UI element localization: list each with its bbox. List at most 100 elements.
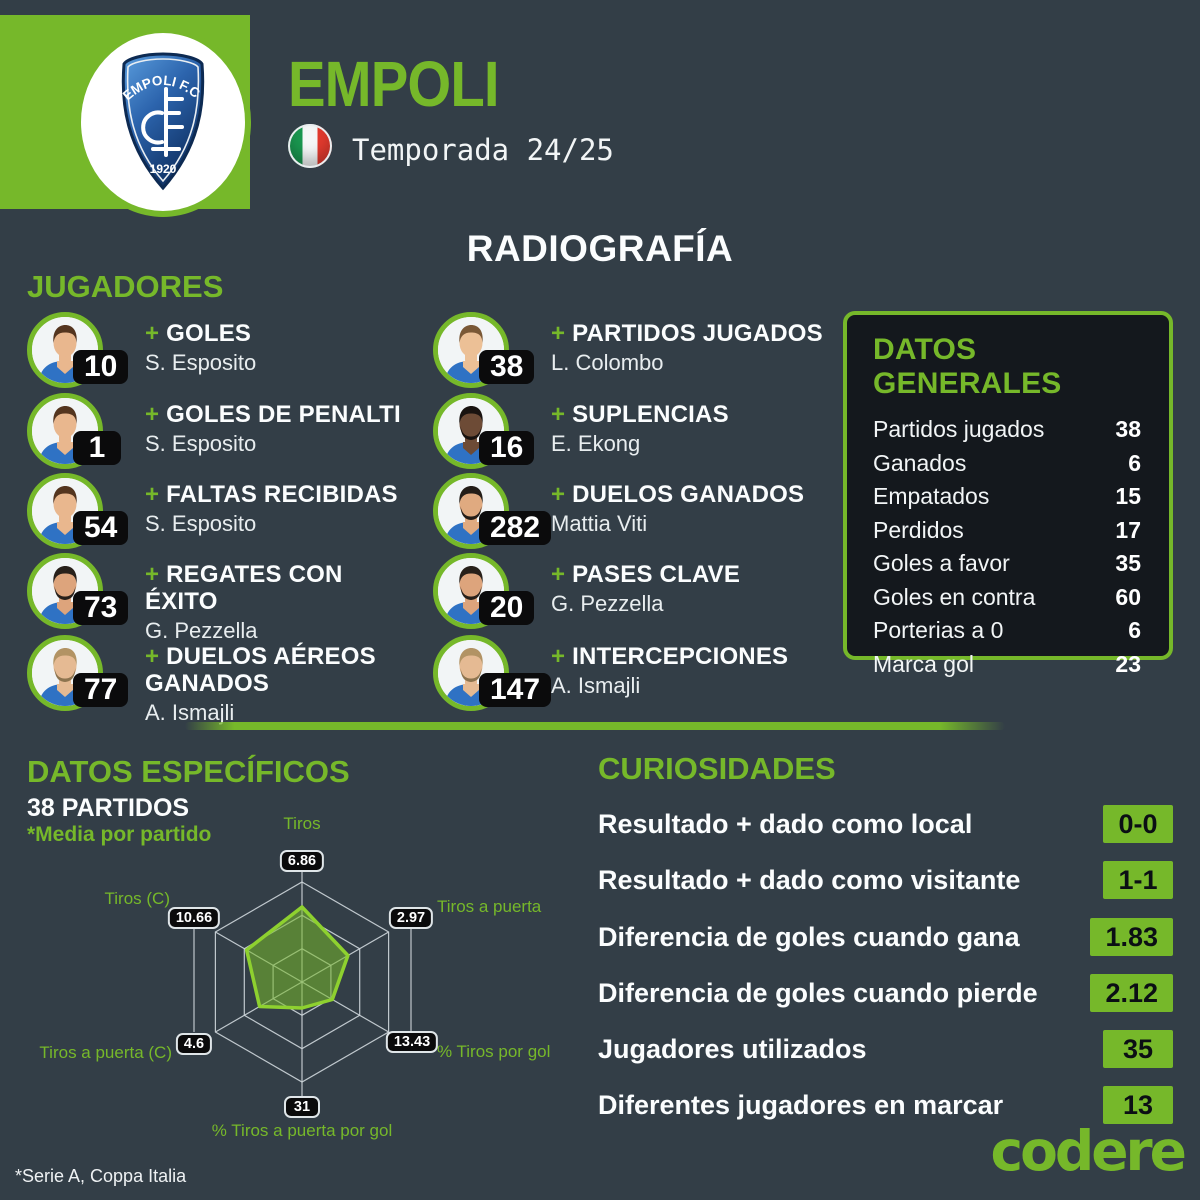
player-stat-row: 147 + INTERCEPCIONES A. Ismajli [433, 635, 828, 721]
stat-label-text: REGATES CON ÉXITO [145, 561, 343, 615]
curiosity-label: Resultado + dado como visitante [598, 865, 1021, 895]
curiosity-value-badge: 1-1 [1103, 861, 1173, 899]
curiosity-label: Diferencia de goles cuando gana [598, 922, 1020, 952]
player-stat-row: 1 + GOLES DE PENALTI S. Esposito [27, 393, 422, 479]
crest-year: 1920 [150, 162, 177, 176]
page-title: RADIOGRAFÍA [466, 228, 734, 269]
stat-value-badge: 1 [73, 431, 121, 465]
stat-value-badge: 38 [479, 350, 535, 384]
player-name: Mattia Viti [551, 511, 648, 536]
curiosity-label: Diferencia de goles cuando pierde [598, 978, 1038, 1008]
stat-label: + INTERCEPCIONES [551, 643, 827, 670]
empoli-crest-icon: EMPOLI F.C. 1920 [113, 51, 205, 191]
plus-icon: + [145, 401, 160, 428]
row-label: Empatados [873, 483, 990, 509]
row-value: 38 [1115, 416, 1141, 442]
specific-data-title: DATOS ESPECÍFICOS [27, 754, 350, 789]
player-stat-row: 77 + DUELOS AÉREOS GANADOS A. Ismajli [27, 635, 422, 725]
team-logo: EMPOLI F.C. 1920 [75, 27, 251, 217]
general-data-row: Perdidos 17 [873, 514, 1141, 548]
curiosity-value-badge: 0-0 [1103, 805, 1173, 843]
stat-label-text: DUELOS GANADOS [572, 481, 805, 508]
player-stat-row: 20 + PASES CLAVE G. Pezzella [433, 553, 828, 639]
radar-axis-label: % Tiros a puerta por gol [211, 1121, 393, 1140]
radar-axis-label: Tiros (C) [104, 889, 170, 908]
player-name: A. Ismajli [551, 673, 641, 698]
player-stat-row: 282 + DUELOS GANADOS Mattia Viti [433, 473, 828, 559]
stat-label: + DUELOS GANADOS [551, 481, 827, 508]
plus-icon: + [145, 643, 160, 670]
stat-label: + SUPLENCIAS [551, 401, 827, 428]
player-stat-row: 38 + PARTIDOS JUGADOS L. Colombo [433, 312, 828, 398]
curiosity-row: Diferencia de goles cuando pierde 2.12 [598, 974, 1175, 1012]
stat-value-badge: 77 [73, 673, 129, 707]
player-stat-row: 73 + REGATES CON ÉXITO G. Pezzella [27, 553, 422, 643]
stat-text: + PASES CLAVE G. Pezzella [551, 561, 827, 617]
plus-icon: + [551, 320, 566, 347]
curiosity-row: Resultado + dado como local 0-0 [598, 805, 1175, 843]
general-data-row: Marca gol 23 [873, 648, 1141, 682]
stat-label-text: GOLES DE PENALTI [166, 401, 401, 428]
player-name: G. Pezzella [145, 618, 258, 643]
row-value: 6 [1128, 617, 1141, 643]
curiosity-row: Diferentes jugadores en marcar 13 [598, 1086, 1175, 1124]
general-data-row: Goles en contra 60 [873, 581, 1141, 615]
stat-label-text: DUELOS AÉREOS GANADOS [145, 643, 376, 697]
plus-icon: + [145, 481, 160, 508]
general-data-row: Ganados 6 [873, 447, 1141, 481]
radar-value-badge: 4.6 [175, 1033, 213, 1055]
row-value: 6 [1128, 449, 1141, 476]
stat-label: + FALTAS RECIBIDAS [145, 481, 421, 508]
curiosity-row: Diferencia de goles cuando gana 1.83 [598, 918, 1175, 956]
radar-value-badge: 10.66 [167, 907, 221, 929]
stat-value-badge: 147 [479, 673, 552, 707]
curiosity-label: Diferentes jugadores en marcar [598, 1090, 1004, 1120]
plus-icon: + [551, 643, 566, 670]
stat-value-badge: 54 [73, 511, 129, 545]
plus-icon: + [145, 561, 160, 588]
player-stat-row: 16 + SUPLENCIAS E. Ekong [433, 393, 828, 479]
stat-value-badge: 10 [73, 350, 129, 384]
radar-axis-label: Tiros [283, 814, 321, 833]
plus-icon: + [551, 401, 566, 428]
curiosities-title: CURIOSIDADES [598, 751, 836, 786]
row-label: Porterias a 0 [873, 617, 1004, 643]
stat-text: + GOLES DE PENALTI S. Esposito [145, 401, 421, 457]
specific-data-note: *Media por partido [27, 823, 212, 846]
player-name: A. Ismajli [145, 700, 235, 725]
radar-value-badge: 2.97 [388, 907, 434, 929]
stat-text: + GOLES S. Esposito [145, 320, 421, 376]
stat-text: + INTERCEPCIONES A. Ismajli [551, 643, 827, 699]
stat-label-text: SUPLENCIAS [572, 401, 729, 428]
stat-label-text: PASES CLAVE [572, 561, 741, 588]
section-divider [185, 722, 1005, 730]
general-data-rows: Partidos jugados 38 Ganados 6 Empatados 15 … [873, 413, 1141, 681]
stat-label: + REGATES CON ÉXITO [145, 561, 421, 615]
player-stat-row: 54 + FALTAS RECIBIDAS S. Esposito [27, 473, 422, 559]
stat-value-badge: 282 [479, 511, 552, 545]
stat-label-text: INTERCEPCIONES [572, 643, 789, 670]
player-name: S. Esposito [145, 431, 257, 456]
curiosity-label: Jugadores utilizados [598, 1034, 867, 1064]
stat-value-badge: 16 [479, 431, 535, 465]
row-label: Ganados [873, 449, 967, 476]
season-label: Temporada 24/25 [352, 133, 614, 167]
radar-axis-label: Tiros a puerta [437, 897, 542, 916]
general-data-row: Partidos jugados 38 [873, 413, 1141, 447]
stat-value-badge: 73 [73, 591, 129, 625]
radar-axis-label: % Tiros por gol [437, 1042, 551, 1061]
stat-text: + DUELOS GANADOS Mattia Viti [551, 481, 827, 537]
curiosity-value-badge: 13 [1103, 1086, 1173, 1124]
curiosity-label: Resultado + dado como local [598, 809, 973, 839]
player-name: L. Colombo [551, 350, 664, 375]
stat-text: + SUPLENCIAS E. Ekong [551, 401, 827, 457]
stat-text: + FALTAS RECIBIDAS S. Esposito [145, 481, 421, 537]
radar-axis-label: Tiros a puerta (C) [39, 1043, 172, 1062]
row-label: Perdidos [873, 516, 964, 543]
plus-icon: + [551, 561, 566, 588]
curiosity-row: Resultado + dado como visitante 1-1 [598, 861, 1175, 899]
row-value: 15 [1115, 483, 1141, 509]
player-stat-row: 10 + GOLES S. Esposito [27, 312, 422, 398]
curiosity-value-badge: 2.12 [1090, 974, 1173, 1012]
